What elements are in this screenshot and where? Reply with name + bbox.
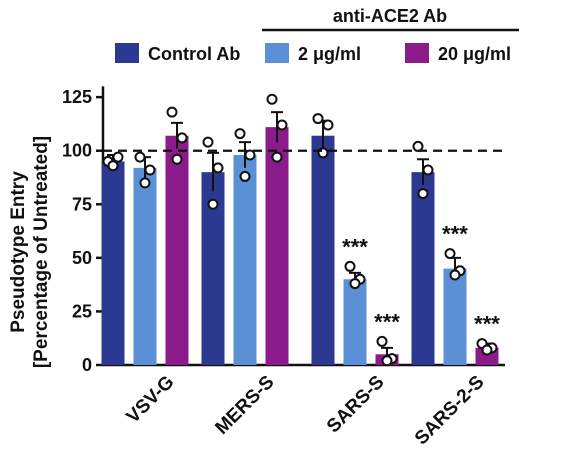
bar <box>311 135 335 365</box>
data-point <box>349 278 361 290</box>
legend-group-label: anti-ACE2 Ab <box>333 6 447 26</box>
data-point <box>239 170 251 182</box>
data-point <box>107 160 119 172</box>
data-point <box>444 248 456 260</box>
data-point <box>112 151 124 163</box>
legend-swatch <box>405 43 429 63</box>
data-point <box>134 151 146 163</box>
y-tick-label: 0 <box>82 355 92 375</box>
x-tick-label: VSV-G <box>123 372 179 428</box>
x-tick-label: SARS-2-S <box>411 372 489 450</box>
bar <box>343 279 367 365</box>
data-point <box>176 132 188 144</box>
bar <box>101 161 125 365</box>
data-point <box>312 113 324 125</box>
data-point <box>449 269 461 281</box>
data-point <box>412 140 424 152</box>
y-tick-label: 100 <box>62 141 92 161</box>
data-point <box>322 119 334 131</box>
legend-label: 20 μg/ml <box>438 44 511 64</box>
data-point <box>244 149 256 161</box>
data-point <box>381 355 393 367</box>
legend-swatch <box>115 43 139 63</box>
data-point <box>271 151 283 163</box>
y-tick-label: 75 <box>72 194 92 214</box>
bar <box>265 127 289 366</box>
data-point <box>207 198 219 210</box>
data-point <box>212 162 224 174</box>
bar <box>133 167 157 365</box>
y-tick-label: 50 <box>72 248 92 268</box>
data-point <box>422 164 434 176</box>
data-point <box>144 164 156 176</box>
x-tick-label: MERS-S <box>211 372 278 439</box>
bar <box>201 172 225 365</box>
y-axis-label-line1: Pseudotype Entry <box>8 171 29 333</box>
x-tick-label: SARS-S <box>323 372 389 438</box>
y-tick-label: 25 <box>72 301 92 321</box>
significance-marker: *** <box>374 309 400 334</box>
bar <box>165 135 189 365</box>
legend-swatch <box>265 43 289 63</box>
legend-label: Control Ab <box>148 44 240 64</box>
y-tick-label: 125 <box>62 87 92 107</box>
data-point <box>481 344 493 356</box>
data-point <box>234 128 246 140</box>
significance-marker: *** <box>474 312 500 337</box>
data-point <box>171 153 183 165</box>
data-point <box>344 260 356 272</box>
y-axis-label-line2: [Percentage of Untreated] <box>31 136 52 368</box>
legend: anti-ACE2 Ab Control Ab 2 μg/ml 20 μg/ml <box>115 6 519 64</box>
data-point <box>376 335 388 347</box>
bar <box>443 268 467 365</box>
significance-marker: *** <box>342 234 368 259</box>
data-point <box>276 119 288 131</box>
bar <box>233 155 257 365</box>
data-point <box>417 188 429 200</box>
data-point <box>139 177 151 189</box>
plot-area: 0 25 50 75 100 125 VSV-G MERS-S *** *** SARS-S *** *… <box>62 86 505 449</box>
data-point <box>266 93 278 105</box>
bar <box>411 172 435 365</box>
data-point <box>202 136 214 148</box>
legend-label: 2 μg/ml <box>298 44 361 64</box>
data-point <box>166 106 178 118</box>
significance-marker: *** <box>442 222 468 247</box>
y-axis-title: Pseudotype Entry [Percentage of Untreate… <box>8 136 52 368</box>
